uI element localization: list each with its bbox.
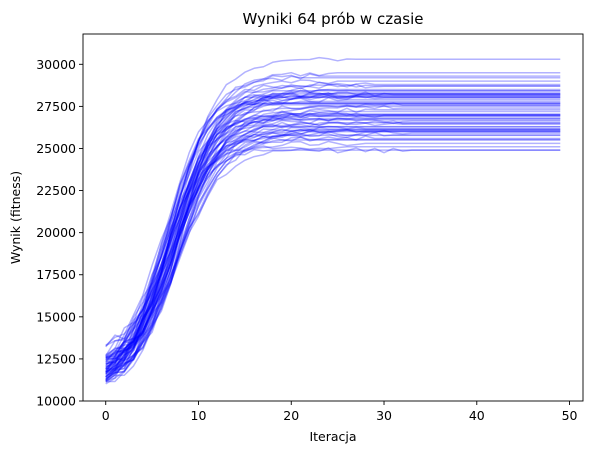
series-line <box>105 102 561 368</box>
y-tick-label: 22500 <box>36 183 76 198</box>
series-line <box>105 96 561 382</box>
x-tick-label: 40 <box>469 408 485 423</box>
series-line <box>105 129 561 361</box>
series-line <box>105 87 561 360</box>
series-line <box>105 79 561 365</box>
series-line <box>105 148 561 369</box>
series-line <box>105 94 561 367</box>
series-line <box>105 92 561 361</box>
series-line <box>105 89 561 359</box>
series-line <box>105 139 561 378</box>
series-line <box>105 128 561 357</box>
x-axis: 0 10 20 30 40 50 <box>102 401 578 423</box>
series-line <box>105 95 561 348</box>
series-line <box>105 105 561 372</box>
series-line <box>105 120 561 372</box>
series-line <box>105 116 561 363</box>
series-line <box>105 111 561 377</box>
series-line <box>105 131 561 378</box>
series-line <box>105 90 561 360</box>
plot-area-frame <box>82 33 584 402</box>
series-line <box>105 73 561 373</box>
series-line <box>105 125 561 365</box>
y-tick-label: 27500 <box>36 99 76 114</box>
series-line <box>105 136 561 365</box>
series-line <box>105 102 561 383</box>
series-line <box>105 130 561 358</box>
series-line <box>105 96 561 370</box>
series-line <box>105 128 561 371</box>
series-line <box>105 110 561 371</box>
series-line <box>105 128 561 382</box>
series-line <box>105 83 561 381</box>
series-line <box>105 99 561 376</box>
series-line <box>105 113 561 385</box>
x-axis-label: Iteracja <box>309 429 356 444</box>
y-axis: 10000 12500 15000 17500 20000 22500 25000 27500… <box>36 57 83 409</box>
series-line <box>105 120 561 359</box>
series-line <box>105 81 561 380</box>
series-line <box>105 121 561 362</box>
y-axis-label: Wynik (fitness) <box>8 171 23 264</box>
series-line <box>105 126 561 347</box>
series-line <box>105 128 561 360</box>
series-line <box>105 107 561 381</box>
series-line <box>105 102 561 373</box>
series-line <box>105 115 561 373</box>
series-line <box>105 71 561 374</box>
chart-title: Wyniki 64 prób w czasie <box>243 10 424 28</box>
y-tick-label: 15000 <box>36 309 76 324</box>
series-line <box>105 134 561 383</box>
series-line <box>105 105 561 378</box>
x-tick-label: 50 <box>562 408 578 423</box>
series-line <box>105 145 561 364</box>
series-line <box>105 112 561 367</box>
series-line <box>105 140 561 380</box>
series-group <box>105 56 561 385</box>
series-line <box>105 91 561 375</box>
series-line <box>105 91 561 373</box>
series-line <box>105 113 561 380</box>
y-tick-label: 25000 <box>36 141 76 156</box>
y-tick-label: 10000 <box>36 394 76 409</box>
series-line <box>105 135 561 370</box>
series-line <box>105 91 561 370</box>
series-line <box>105 92 561 366</box>
y-tick-label: 12500 <box>36 351 76 366</box>
series-line <box>105 117 561 358</box>
series-line <box>105 82 561 347</box>
series-line <box>105 116 561 359</box>
y-tick-label: 17500 <box>36 267 76 282</box>
series-line <box>105 91 561 381</box>
series-line <box>105 102 561 378</box>
series-line <box>105 103 561 357</box>
series-line <box>105 75 561 375</box>
x-tick-label: 10 <box>191 408 207 423</box>
y-tick-label: 20000 <box>36 225 76 240</box>
series-line <box>105 56 561 368</box>
x-tick-label: 0 <box>102 408 110 423</box>
series-line <box>105 126 561 373</box>
series-line <box>105 119 561 382</box>
x-tick-label: 20 <box>283 408 299 423</box>
x-tick-label: 30 <box>376 408 392 423</box>
series-line <box>105 147 561 363</box>
series-line <box>105 125 561 376</box>
series-line <box>105 95 561 375</box>
y-tick-label: 30000 <box>36 57 76 72</box>
series-line <box>105 113 561 356</box>
